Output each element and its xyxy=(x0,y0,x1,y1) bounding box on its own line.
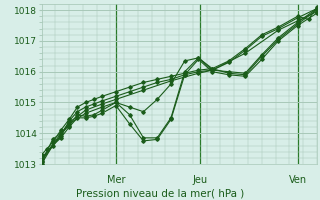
Text: Mer: Mer xyxy=(107,175,125,185)
Text: Pression niveau de la mer( hPa ): Pression niveau de la mer( hPa ) xyxy=(76,188,244,198)
Text: Jeu: Jeu xyxy=(192,175,207,185)
Text: Ven: Ven xyxy=(288,175,307,185)
